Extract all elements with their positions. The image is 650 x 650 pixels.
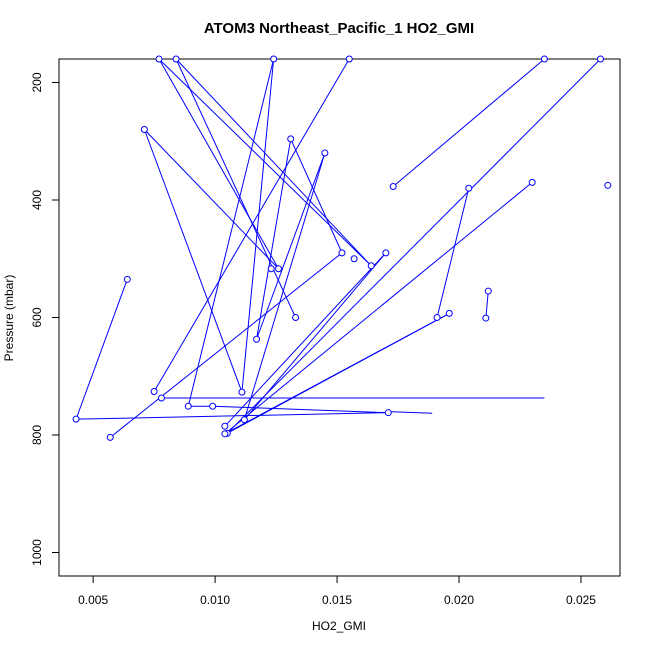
data-point xyxy=(106,433,114,441)
data-point xyxy=(209,402,217,410)
series-segment xyxy=(143,129,243,393)
series-segment xyxy=(392,58,545,187)
data-point xyxy=(150,388,158,396)
data-point xyxy=(287,135,295,143)
series-layer xyxy=(72,55,612,441)
data-point xyxy=(433,314,441,321)
data-point xyxy=(292,314,300,321)
data-point xyxy=(238,388,246,396)
plot-frame xyxy=(58,58,621,577)
series-segment xyxy=(226,58,601,434)
data-point xyxy=(345,55,353,63)
series-segment xyxy=(75,279,128,420)
y-tick-label: 200 xyxy=(30,72,44,92)
x-axis: 0.005 0.010 0.015 0.020 0.025 xyxy=(78,575,596,607)
data-point xyxy=(338,249,346,257)
series-segment xyxy=(224,252,387,427)
series-segment xyxy=(175,58,372,267)
y-axis-label: Pressure (mbar) xyxy=(2,275,16,362)
data-point xyxy=(350,255,358,263)
data-point xyxy=(596,55,604,63)
data-point xyxy=(267,265,275,273)
series-segment xyxy=(187,58,275,407)
series-segment xyxy=(153,58,350,392)
data-point xyxy=(275,265,283,273)
data-point xyxy=(157,394,165,402)
series-segment xyxy=(385,411,433,414)
data-point xyxy=(382,249,390,257)
series-segment xyxy=(436,188,470,318)
series-segment xyxy=(175,58,297,318)
data-point xyxy=(123,275,131,283)
series-segment xyxy=(241,58,275,393)
x-tick-label: 0.010 xyxy=(200,593,230,607)
x-tick-label: 0.020 xyxy=(444,593,474,607)
series-segment xyxy=(224,181,533,435)
y-tick-label: 1000 xyxy=(30,539,44,566)
y-axis: 200 400 600 800 1000 xyxy=(30,72,60,566)
series-segment xyxy=(485,291,489,319)
series-segment xyxy=(109,252,343,438)
data-point xyxy=(367,262,375,270)
data-point xyxy=(484,287,492,295)
y-tick-label: 400 xyxy=(30,190,44,210)
data-point xyxy=(540,55,548,63)
data-point xyxy=(240,416,248,424)
series-segment xyxy=(256,152,326,340)
data-point xyxy=(172,55,180,63)
data-point xyxy=(528,178,536,186)
data-point xyxy=(445,309,453,317)
data-point xyxy=(321,149,329,157)
x-tick-label: 0.015 xyxy=(322,593,352,607)
series-segment xyxy=(290,138,343,254)
series-segment xyxy=(158,58,372,267)
series-segment xyxy=(158,58,279,269)
data-point xyxy=(482,314,490,322)
data-point xyxy=(72,415,80,423)
series-segment xyxy=(224,312,450,435)
data-point xyxy=(389,182,397,190)
series-segment xyxy=(76,412,389,420)
data-point xyxy=(221,422,229,430)
data-point xyxy=(184,402,192,410)
data-point xyxy=(604,181,612,189)
x-axis-label: HO2_GMI xyxy=(312,619,366,633)
data-point xyxy=(465,184,473,192)
chart-title: ATOM3 Northeast_Pacific_1 HO2_GMI xyxy=(204,20,474,37)
x-tick-label: 0.025 xyxy=(566,593,596,607)
data-point xyxy=(155,55,163,63)
y-tick-label: 600 xyxy=(30,307,44,327)
series-segment xyxy=(144,129,279,270)
series-segment xyxy=(243,152,326,420)
data-point xyxy=(270,55,278,63)
x-tick-label: 0.005 xyxy=(78,593,108,607)
data-point xyxy=(221,430,229,438)
data-point xyxy=(140,126,148,133)
series-segment xyxy=(256,138,292,340)
data-point xyxy=(253,335,261,343)
data-point xyxy=(384,409,392,417)
series-segment xyxy=(212,405,389,414)
y-tick-label: 800 xyxy=(30,425,44,445)
